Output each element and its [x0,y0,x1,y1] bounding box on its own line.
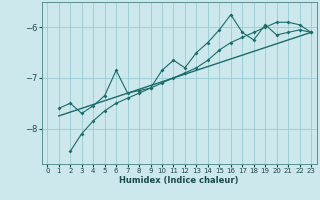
X-axis label: Humidex (Indice chaleur): Humidex (Indice chaleur) [119,176,239,185]
